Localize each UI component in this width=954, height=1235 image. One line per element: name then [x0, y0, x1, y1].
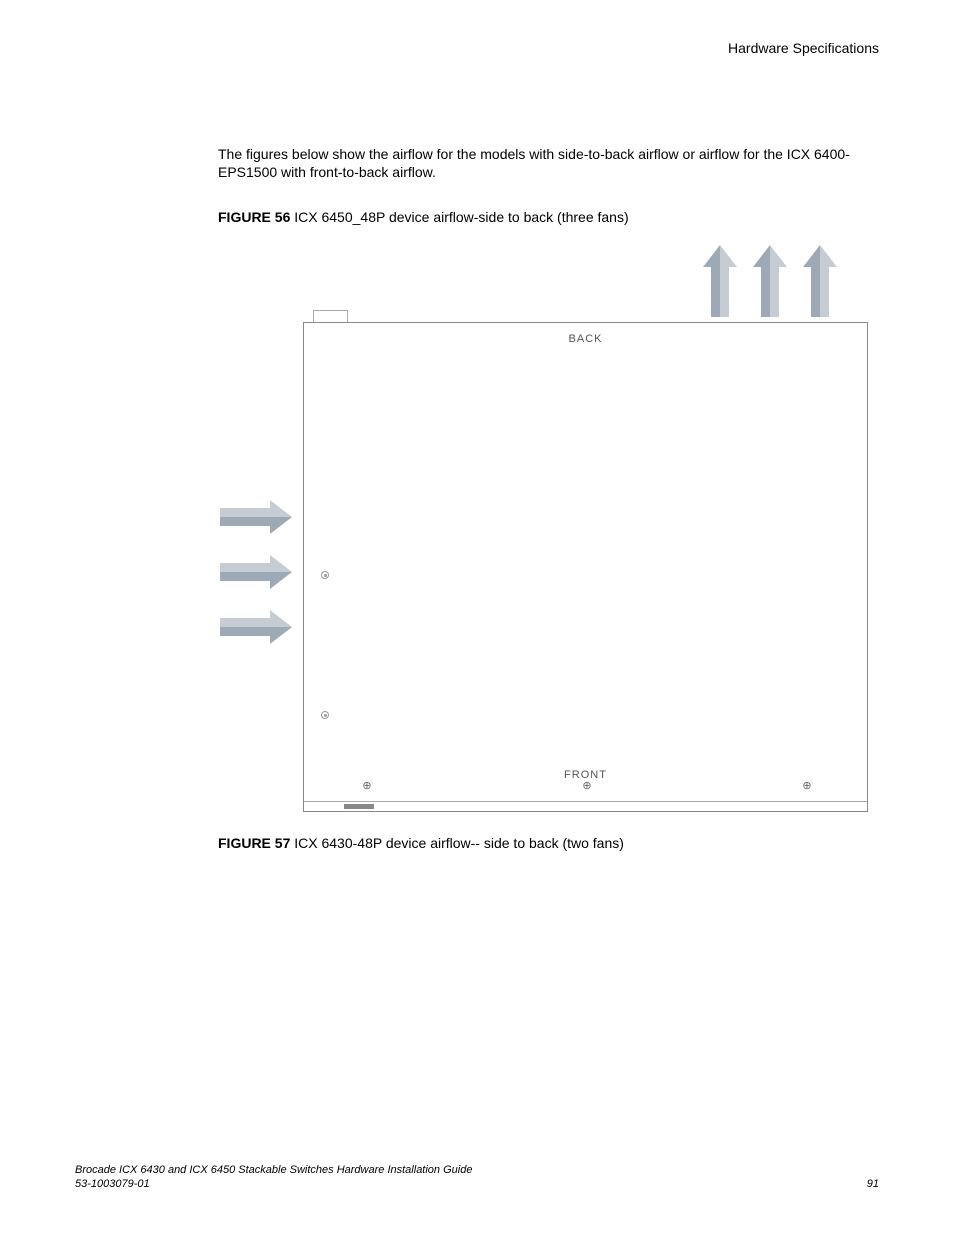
airflow-arrow-right-icon [220, 555, 284, 581]
device-bottom-strip [304, 801, 867, 811]
figure56-diagram: BACK FRONT ⊕⊕⊕ [218, 240, 878, 815]
footer-doc-title: Brocade ICX 6430 and ICX 6450 Stackable … [75, 1164, 879, 1176]
header-section-title: Hardware Specifications [728, 40, 879, 56]
screw-icon [321, 571, 329, 579]
figure57-caption: FIGURE 57 ICX 6430-48P device airflow-- … [218, 835, 879, 851]
screw-plus-icon: ⊕ [362, 781, 372, 791]
airflow-arrow-right-icon [220, 500, 284, 526]
screw-plus-icon: ⊕ [582, 781, 592, 791]
figure56-caption-text: ICX 6450_48P device airflow-side to back… [290, 209, 628, 225]
page-number: 91 [867, 1178, 879, 1190]
device-outline: BACK FRONT ⊕⊕⊕ [303, 322, 868, 812]
device-bottom-detail [344, 804, 374, 809]
figure56-label: FIGURE 56 [218, 209, 290, 225]
content-area: The figures below show the airflow for t… [218, 145, 879, 866]
back-label: BACK [569, 333, 603, 345]
screw-plus-icon: ⊕ [802, 781, 812, 791]
intro-paragraph: The figures below show the airflow for t… [218, 145, 879, 181]
airflow-arrow-right-icon [220, 610, 284, 636]
footer: Brocade ICX 6430 and ICX 6450 Stackable … [75, 1164, 879, 1190]
figure57-caption-text: ICX 6430-48P device airflow-- side to ba… [290, 835, 624, 851]
figure56-caption: FIGURE 56 ICX 6450_48P device airflow-si… [218, 209, 879, 225]
airflow-arrow-up-icon [703, 245, 729, 305]
screw-icon [321, 711, 329, 719]
device-notch [313, 310, 348, 322]
figure57-label: FIGURE 57 [218, 835, 290, 851]
airflow-arrow-up-icon [803, 245, 829, 305]
airflow-arrow-up-icon [753, 245, 779, 305]
footer-doc-id: 53-1003079-01 [75, 1178, 879, 1190]
